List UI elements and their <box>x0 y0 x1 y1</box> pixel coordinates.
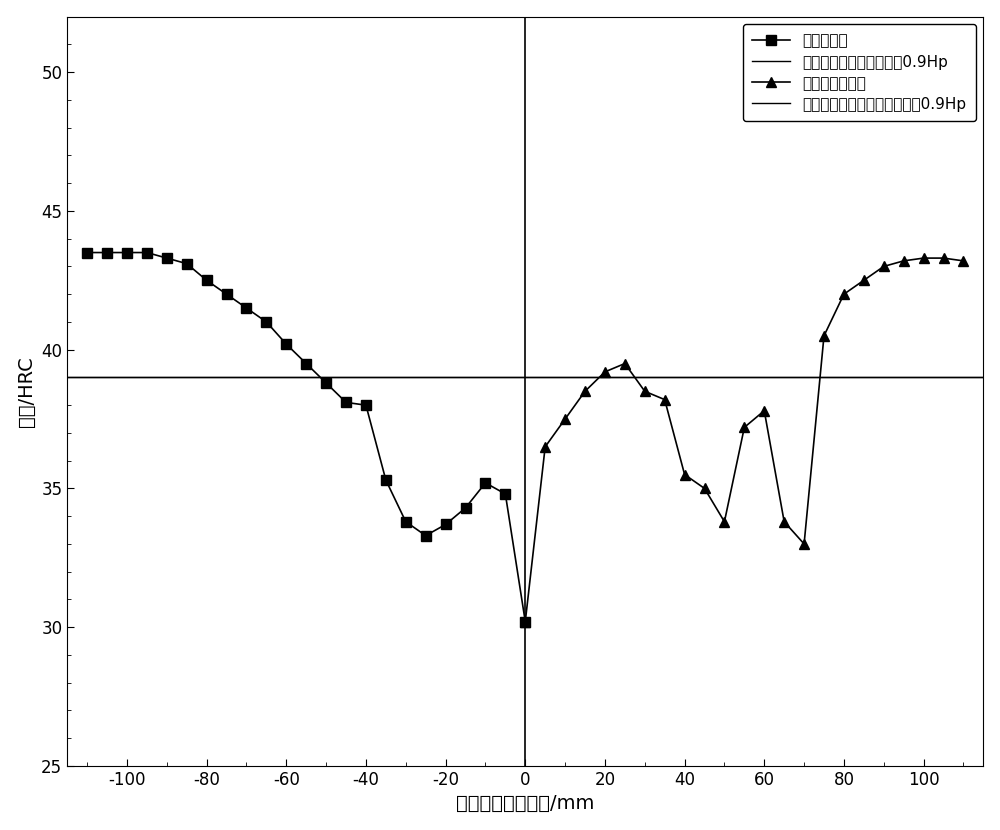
X-axis label: 与焊缝中心的距离/mm: 与焊缝中心的距离/mm <box>456 794 594 813</box>
Y-axis label: 硬度/HRC: 硬度/HRC <box>17 356 36 427</box>
Legend: 贝氏体馒轨, 贝氏体馒轨软化区测量线0.9Hp, 共析珠光体馒轨, 共析珠光体馒轨软化区测量线0.9Hp: 贝氏体馒轨, 贝氏体馒轨软化区测量线0.9Hp, 共析珠光体馒轨, 共析珠光体馒… <box>743 24 976 121</box>
